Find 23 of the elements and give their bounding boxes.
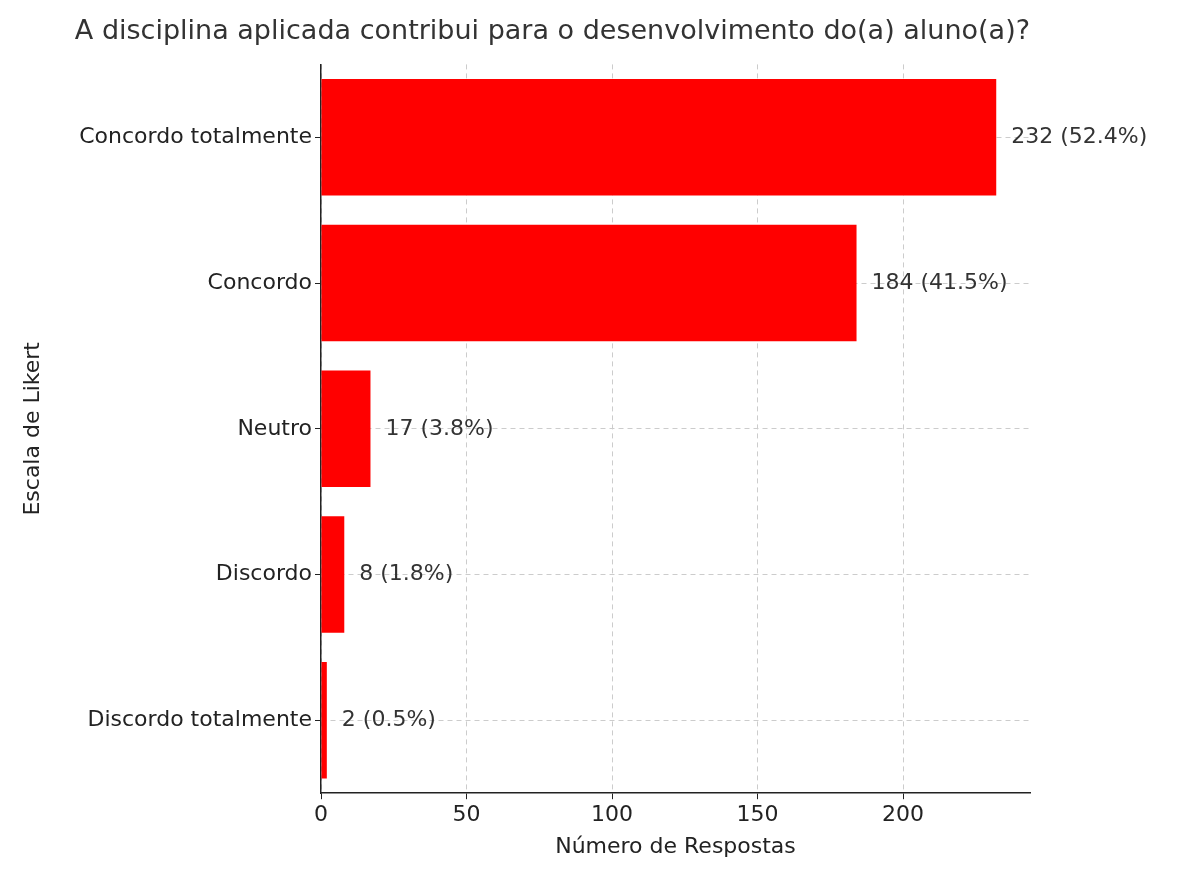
y-tick-label: Discordo: [215, 560, 312, 586]
data-label: 17 (3.8%): [385, 414, 494, 440]
bar: [321, 370, 371, 488]
data-label: 184 (41.5%): [871, 268, 1008, 294]
bar: [321, 662, 327, 779]
x-tick-label: 50: [452, 801, 481, 827]
bar: [321, 224, 857, 342]
x-tick-label: 100: [591, 801, 634, 827]
y-axis-title: Escala de Likert: [18, 341, 44, 516]
bar: [321, 78, 997, 196]
y-tick-label: Concordo: [207, 268, 312, 294]
data-label: 8 (1.8%): [359, 560, 454, 586]
chart-title: A disciplina aplicada contribui para o desenvolvimento do(a) aluno(a)?: [74, 14, 1030, 46]
y-tick-label: Concordo totalmente: [79, 123, 312, 148]
x-tick-label: 0: [314, 801, 328, 827]
data-label: 232 (52.4%): [1011, 123, 1148, 148]
x-axis-title: Número de Respostas: [555, 832, 796, 858]
data-label: 2 (0.5%): [341, 706, 436, 732]
x-tick-label: 200: [882, 801, 925, 827]
bar: [321, 516, 345, 633]
y-tick-label: Discordo totalmente: [87, 706, 312, 732]
y-tick-label: Neutro: [237, 414, 312, 440]
x-tick-label: 150: [736, 801, 779, 827]
